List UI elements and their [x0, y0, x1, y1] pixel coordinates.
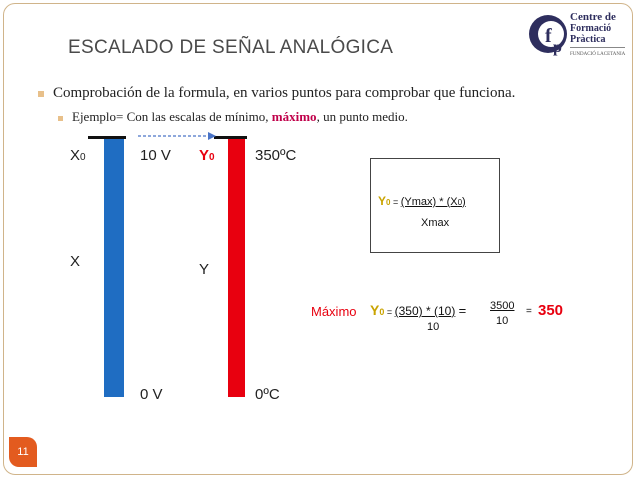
bullet-comprobacion: Comprobación de la formula, en varios pu… — [38, 85, 515, 102]
cfp-logo: f p Centre de Formació Pràctica FUNDACIÓ… — [526, 8, 632, 60]
example-numerator-close: ) — [451, 304, 456, 318]
example-frac-num: 3500 — [490, 300, 515, 312]
output-scale-bar — [228, 137, 245, 397]
logo-line-3: Pràctica — [570, 34, 606, 45]
formula-denominator: Xmax — [421, 217, 450, 229]
logo-line-1: Centre de — [570, 11, 616, 23]
formula-y0-sub: 0 — [386, 198, 391, 207]
y0-sub: 0 — [209, 152, 215, 163]
cfp-logo-mark-icon: f p — [529, 15, 567, 56]
svg-text:f: f — [545, 25, 552, 47]
x0-sub: 0 — [80, 152, 86, 163]
input-bar-top-cap — [88, 136, 126, 139]
formula-numerator: (Ymax) * (X0) — [401, 196, 466, 208]
formula-numerator-close: ) — [462, 196, 466, 208]
output-bar-top-cap — [214, 136, 247, 139]
x0-label: X0 — [70, 147, 86, 164]
bullet-prefix: Ejemplo= Con las escalas de mínimo, — [72, 109, 272, 124]
example-y0-letter: Y — [370, 302, 380, 318]
example-equals-2: = — [526, 306, 532, 317]
y-label: Y — [199, 261, 210, 278]
bullet-text: Comprobación de la formula, en varios pu… — [53, 85, 516, 101]
logo-line-4: FUNDACIÓ LACETANIA — [570, 47, 626, 60]
example-equals: = — [458, 303, 467, 318]
example-denominator: 10 — [427, 321, 440, 333]
temp-min-label: 0ºC — [255, 386, 280, 403]
slide-frame — [3, 3, 633, 475]
y0-letter: Y — [199, 147, 210, 164]
bullet-square-icon — [38, 90, 44, 97]
zero-volt-label: 0 V — [140, 386, 163, 403]
example-frac-den: 10 — [496, 315, 509, 327]
bullet-ejemplo: Ejemplo= Con las escalas de mínimo, máxi… — [58, 109, 408, 125]
bullet-suffix: , un punto medio. — [316, 109, 408, 124]
formula-eq: = — [390, 197, 401, 207]
formula-numerator-line: Y0 = (Ymax) * (X0) — [378, 194, 466, 208]
mapping-arrow-icon — [138, 132, 216, 140]
example-numerator: (350) * (10) — [395, 304, 456, 318]
formula-y0-letter: Y — [378, 194, 387, 208]
logo-line-2: Formació — [570, 23, 612, 34]
formula-box — [370, 158, 500, 253]
ten-volt-label: 10 V — [140, 147, 171, 164]
x-label: X — [70, 253, 81, 270]
svg-text:p: p — [553, 39, 562, 56]
example-numerator-text: (350) * (10 — [394, 304, 452, 318]
formula-y0: Y0 — [378, 194, 390, 208]
example-y0-sub: 0 — [379, 307, 385, 317]
cfp-logo-text: Centre de Formació Pràctica FUNDACIÓ LAC… — [570, 11, 626, 60]
example-eq: = — [384, 307, 395, 317]
bullet-emphasis: máximo — [271, 109, 317, 124]
formula-numerator-text: (Ymax) * (X — [400, 196, 458, 208]
y0-label: Y0 — [199, 147, 215, 164]
bullet-square-icon — [58, 115, 63, 121]
input-scale-bar — [104, 137, 124, 397]
page-number-badge: 11 — [9, 437, 37, 467]
example-result: 350 — [538, 302, 564, 319]
x0-letter: X — [70, 147, 81, 164]
example-numerator-line: Y0 = (350) * (10) = — [370, 302, 466, 318]
example-label: Máximo — [311, 304, 357, 319]
temp-max-label: 350ºC — [255, 147, 297, 164]
formula-numerator-sub: 0 — [457, 198, 463, 207]
example-y0: Y0 — [370, 302, 384, 318]
slide-title: ESCALADO DE SEÑAL ANALÓGICA — [68, 37, 394, 58]
